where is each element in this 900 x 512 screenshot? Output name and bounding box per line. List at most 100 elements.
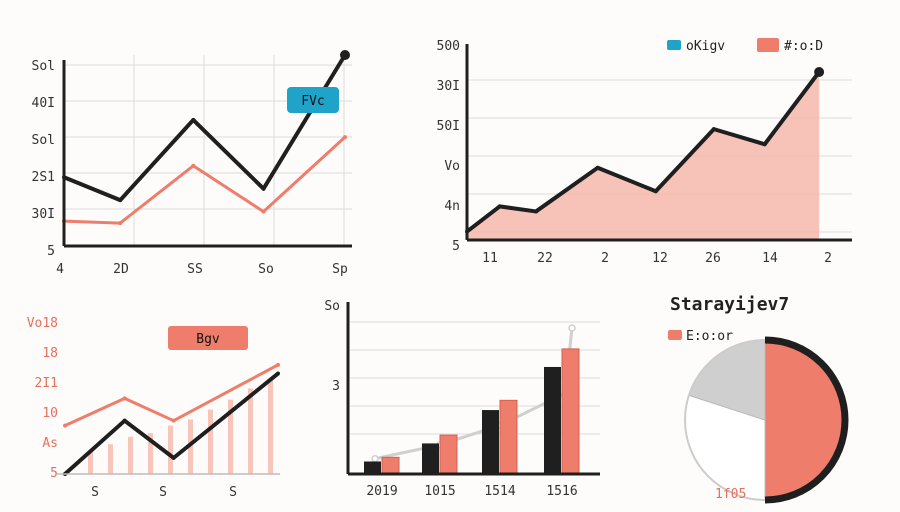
chart-2-y-tick: 50I [437,119,460,134]
chart-4-bar: So 3 2019 1015 1514 1516 [324,299,600,499]
chart-5-legend: E:o:or [668,329,733,344]
chart-3-x-tick: S [91,485,99,500]
chart-4-x-tick: 1514 [484,484,515,499]
chart-3-bar [168,425,173,474]
chart-1-series [62,50,350,226]
chart-4-bar [381,456,400,475]
chart-1-y-tick: 5 [47,244,55,259]
chart-3-point [122,418,127,423]
chart-1-y-tick: 2S1 [32,170,55,185]
chart-2-x-tick: 22 [537,251,553,266]
chart-3-badge: Bgv [168,326,248,350]
chart-4-x-tick: 1516 [546,484,577,499]
chart-4-y-tick: 3 [332,379,340,394]
chart-5-pie: Starayijev7 E:o:or 1f05 [668,294,849,504]
chart-1-point [343,135,347,140]
chart-2-point [595,165,600,170]
chart-3-bar [128,436,133,474]
chart-3-point [171,418,176,423]
chart-3-series-line [64,363,279,428]
chart-3-bar [148,433,153,474]
chart-2-x-tick: 14 [762,251,778,266]
chart-4-bar [482,410,499,474]
chart-1-point [261,186,266,191]
chart-1-y-tick: 40I [32,96,55,111]
chart-3-bar [248,388,253,474]
chart-2-legend: oKigv #:o:D [667,38,823,54]
chart-5-legend-label: E:o:or [686,329,733,344]
chart-3-y-tick: 10 [42,406,58,421]
chart-3-point [63,423,67,428]
chart-2-y-tick: 4n [444,199,460,214]
chart-3-y-ticks: Vo18 18 2I1 10 As 5 [27,316,58,481]
chart-3-y-tick: Vo18 [27,316,58,331]
chart-1-grid [64,55,352,246]
chart-4-bar [499,399,518,475]
chart-1-x-ticks: 4 2D SS So Sp [56,262,348,277]
chart-2-x-tick: 2 [601,251,609,266]
chart-2-point [653,189,658,194]
chart-1-y-tick: Sol [32,59,55,74]
chart-2-y-tick: 500 [437,39,460,54]
chart-3-y-tick: 5 [50,466,58,481]
chart-1-x-tick: 4 [56,262,64,277]
chart-2-y-ticks: 500 30I 50I Vo 4n 5 [437,39,460,254]
chart-3-bar [88,451,93,474]
chart-3-y-tick: As [42,436,58,451]
chart-4-y-ticks: So 3 [324,299,340,394]
chart-4-bar [422,443,439,474]
chart-5-legend-swatch [668,330,682,340]
chart-5-slice [764,339,846,501]
chart-2-x-tick: 2 [824,251,832,266]
chart-5-title: Starayijev7 [670,294,789,315]
chart-1-point [261,209,266,214]
chart-2-y-tick: Vo [444,159,460,174]
chart-4-x-tick: 1015 [424,484,455,499]
chart-1-y-tick: Sol [32,133,55,148]
chart-4-y-tick: So [324,299,340,314]
chart-3-point [276,371,280,376]
chart-2-y-tick: 30I [437,79,460,94]
chart-1-x-tick: So [258,262,274,277]
chart-4-bar [544,366,561,474]
chart-1-y-tick: 30I [32,207,55,222]
chart-1-point [340,50,350,60]
chart-2-point [497,204,502,209]
chart-2-legend-swatch-1 [667,40,681,50]
chart-1-x-tick: Sp [332,262,348,277]
chart-1-x-tick: SS [187,262,203,277]
chart-3-point [276,362,280,367]
chart-2-x-tick: 11 [482,251,498,266]
chart-2-point [711,127,716,132]
chart-2-legend-swatch-2 [757,38,779,52]
chart-3-bar [228,399,233,474]
chart-3-point [171,455,176,460]
chart-4-bar [439,434,458,475]
chart-3-badge-text: Bgv [196,332,220,347]
chart-1-line: Sol 40I Sol 2S1 30I 5 4 2D SS So Sp FVc [32,50,352,277]
chart-3-bar [208,409,213,474]
chart-4-bar [364,461,381,474]
chart-2-point [762,142,767,147]
chart-5-rim [764,336,849,504]
chart-1-point [118,198,123,203]
chart-1-point [118,221,123,226]
chart-2-legend-label-2: #:o:D [784,39,823,54]
chart-3-y-tick: 2I1 [35,376,58,391]
chart-2-x-ticks: 11 22 2 12 26 14 2 [482,251,832,266]
chart-2-point [533,209,538,214]
chart-4-trend-point [568,324,576,332]
chart-4-x-tick: 2019 [366,484,397,499]
chart-4-trend-point [371,454,379,463]
chart-3-x-tick: S [229,485,237,500]
chart-3-line: Vo18 18 2I1 10 As 5 S S S Bgv [27,316,280,500]
chart-3-series-line [63,372,280,476]
chart-4-trend-line [374,327,574,461]
chart-2-x-tick: 26 [705,251,721,266]
chart-2-series-line [465,70,821,234]
chart-4-bars [364,348,580,475]
chart-2-y-tick: 5 [452,239,460,254]
chart-3-x-tick: S [159,485,167,500]
chart-4-x-ticks: 2019 1015 1514 1516 [366,484,577,499]
